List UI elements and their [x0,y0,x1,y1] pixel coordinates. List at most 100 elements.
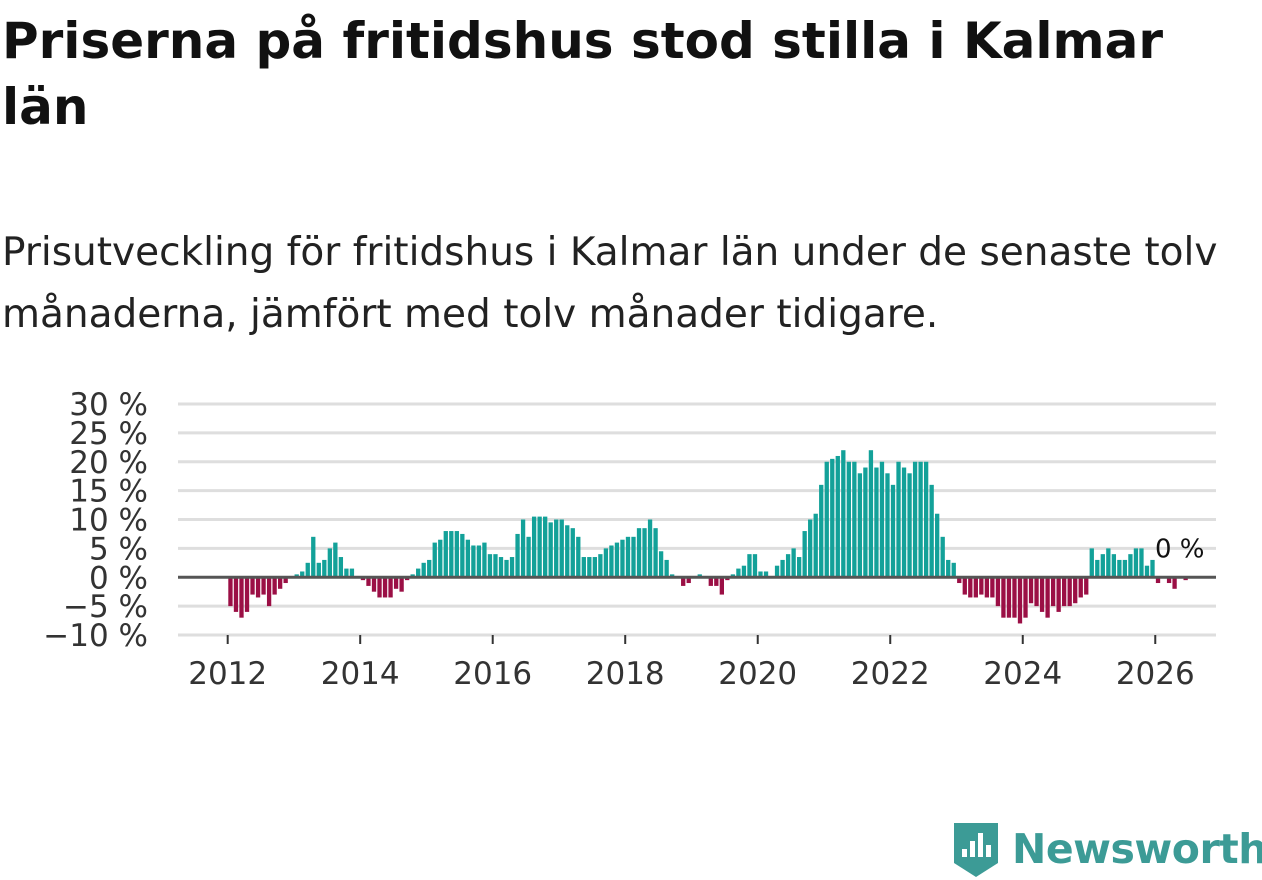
bar [581,557,586,578]
brand-name: Newsworthy [1012,825,1262,873]
bar [311,536,316,578]
bar [570,528,575,578]
bar [388,577,393,598]
bar [923,461,929,578]
bar [962,577,967,595]
bar [752,554,758,578]
bar [300,571,305,578]
x-tick-label: 2014 [321,656,400,692]
bar [543,516,548,578]
bar [460,533,465,578]
bar [1150,559,1155,578]
bar [1045,577,1050,618]
bar [819,484,824,578]
bar [1166,577,1172,584]
chart-grid [178,402,1216,637]
y-tick-label: 10 % [69,503,148,539]
y-tick-label: 20 % [69,445,148,481]
bar [763,571,769,578]
newsworthy-logo-icon [954,823,998,877]
y-tick-label: 30 % [69,387,148,423]
bar [863,467,868,578]
bar [1006,577,1012,618]
page-title: Priserna på fritidshus stod stilla i Kal… [2,12,1164,136]
bar [438,539,443,578]
bar [957,577,962,584]
newsworthy-brand: Newsworthy [950,818,1262,880]
bar [890,484,896,578]
bar [802,531,807,578]
chart-bars [228,450,1188,624]
bar [946,559,951,578]
bar [349,568,355,578]
bar [808,519,813,578]
x-tick-label: 2024 [983,656,1062,692]
bar [244,577,250,612]
bar [835,455,840,578]
bar [493,554,498,578]
bar [504,559,509,578]
x-tick-label: 2022 [851,656,930,692]
bar [559,519,564,578]
bar [239,577,244,618]
bar [576,536,581,578]
bar [857,473,863,578]
bar [968,577,973,598]
bar [874,467,879,578]
bar [647,519,653,578]
bar [427,559,432,578]
bar [896,461,901,578]
bar [344,568,349,578]
bar [995,577,1001,607]
bar [736,568,741,578]
bar [929,484,934,578]
x-tick-label: 2026 [1116,656,1195,692]
bar [266,577,272,607]
chart-labels: −10 %−5 %0 %5 %10 %15 %20 %25 %30 %2012 2… [43,387,1204,692]
bar [951,562,956,578]
bar [1084,577,1089,595]
bar [487,554,493,578]
bar [338,557,344,578]
latest-value-label: 0 % [1155,534,1205,564]
bar [399,577,404,592]
bar [609,545,614,578]
bar [1062,577,1067,607]
bar [515,533,520,578]
bar [620,539,625,578]
bar [841,450,846,578]
bar [1078,577,1083,598]
bar [1128,554,1133,578]
x-tick-label: 2016 [453,656,532,692]
bar [813,513,818,578]
bar [322,559,327,578]
bar [708,577,713,586]
bar [476,545,482,578]
bar [686,577,691,584]
bar [228,577,233,607]
bar [785,554,791,578]
bar [664,559,669,578]
bar [935,513,940,578]
bar [531,516,537,578]
bar [714,577,719,586]
bar [1017,577,1023,624]
x-tick-label: 2020 [718,656,797,692]
bar [316,562,321,578]
bar [261,577,266,595]
bar [625,536,631,578]
x-tick-label: 2018 [586,656,665,692]
y-tick-label: 5 % [89,531,148,567]
bar [984,577,990,598]
page-subtitle: Prisutveckling för fritidshus i Kalmar l… [2,230,1218,337]
bar [277,577,283,589]
bar [1001,577,1006,618]
bar [537,516,542,578]
bar [653,528,658,578]
bar [233,577,239,612]
bar [631,536,636,578]
bar [1122,559,1128,578]
bar [1056,577,1061,612]
bar [509,557,515,578]
bar [449,531,454,578]
